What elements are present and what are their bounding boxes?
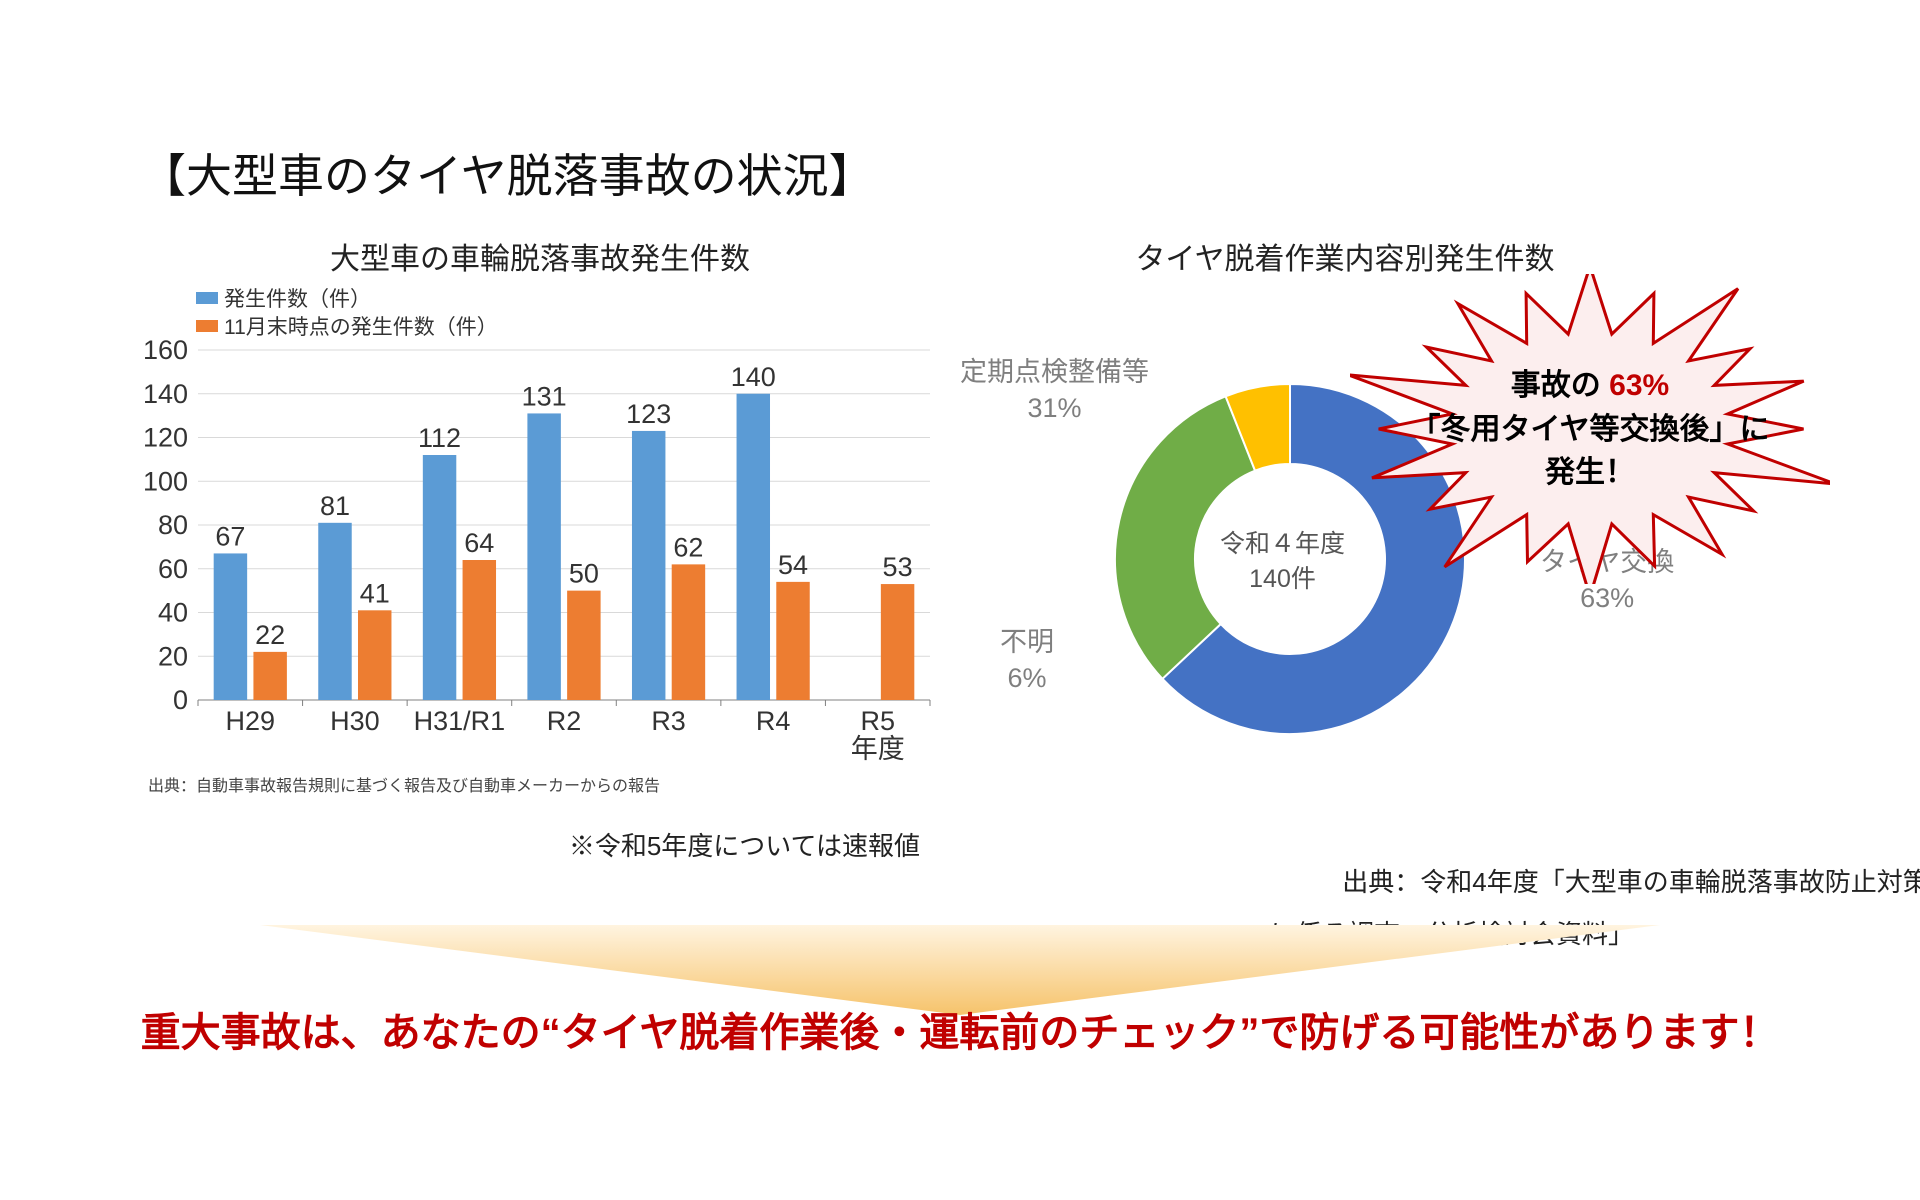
svg-text:R3: R3 [651,706,686,736]
svg-text:80: 80 [158,510,188,540]
legend-item: 11月末時点の発生件数（件） [196,312,940,340]
page-title: 【大型車のタイヤ脱落事故の状況】 [140,140,1780,206]
svg-text:22: 22 [255,620,285,650]
bottom-message: 重大事故は、あなたの“タイヤ脱着作業後・運転前のチェック”で防げる可能性がありま… [110,1000,1810,1058]
svg-text:H29: H29 [226,706,276,736]
svg-text:R4: R4 [756,706,791,736]
donut-center-line1: 令和４年度 [1220,530,1345,558]
svg-text:120: 120 [143,423,188,453]
svg-text:81: 81 [320,491,350,521]
donut-center-label: 令和４年度 140件 [1220,527,1345,597]
svg-text:112: 112 [418,423,461,453]
bar-chart-panel: 大型車の車輪脱落事故発生件数 発生件数（件） 11月末時点の発生件数（件） 0 2… [140,234,940,863]
svg-text:53: 53 [883,552,913,582]
donut-chart: 令和４年度 140件 タイヤ交換63% 定期点検整備等31% 不明6% 事故の … [970,284,1790,784]
svg-text:R2: R2 [547,706,582,736]
legend-item: 発生件数（件） [196,284,940,312]
svg-text:62: 62 [673,532,703,562]
donut-center-line2: 140件 [1249,565,1316,593]
legend-label: 発生件数（件） [224,283,371,313]
donut-slice-label: 不明6% [1000,624,1054,697]
donut-citation-line1: 出典：令和4年度「大型車の車輪脱落事故防止対策 [1342,867,1920,897]
bar-chart-title: 大型車の車輪脱落事故発生件数 [140,234,940,278]
svg-text:140: 140 [143,379,188,409]
svg-text:64: 64 [464,528,494,558]
svg-text:H31/R1: H31/R1 [414,706,506,736]
starburst-callout: 事故の 63% 「冬用タイヤ等交換後」に 発生！ [1350,274,1830,584]
svg-text:50: 50 [569,559,599,589]
svg-text:R5: R5 [860,706,895,736]
svg-text:160: 160 [143,340,188,365]
svg-text:123: 123 [626,399,671,429]
svg-text:41: 41 [360,578,390,608]
starburst-line3: 発生！ [1545,456,1635,489]
donut-slice-label: 定期点検整備等31% [960,354,1149,427]
svg-text:0: 0 [173,685,188,715]
donut-chart-panel: タイヤ脱着作業内容別発生件数 令和４年度 140件 タイヤ交換63% 定期点検整… [970,234,1790,784]
starburst-line1-prefix: 事故の [1511,369,1609,402]
donut-chart-title: タイヤ脱着作業内容別発生件数 [900,234,1790,278]
bar-chart: 0 20 40 60 80 100 120 140 160 H29 67 22 H30 81 41 H31/R… [140,340,940,770]
svg-text:40: 40 [158,598,188,628]
bar-chart-note: ※令和5年度については速報値 [140,826,940,863]
svg-text:67: 67 [215,521,245,551]
svg-text:20: 20 [158,641,188,671]
starburst-percent: 63% [1609,369,1669,402]
svg-text:60: 60 [158,554,188,584]
svg-text:131: 131 [522,381,567,411]
charts-row: 大型車の車輪脱落事故発生件数 発生件数（件） 11月末時点の発生件数（件） 0 2… [140,234,1780,863]
svg-text:H30: H30 [330,706,380,736]
bar-chart-legend: 発生件数（件） 11月末時点の発生件数（件） [196,284,940,340]
svg-text:54: 54 [778,550,808,580]
bar-chart-source: 出典：自動車事故報告規則に基づく報告及び自動車メーカーからの報告 [148,772,940,796]
starburst-text: 事故の 63% 「冬用タイヤ等交換後」に 発生！ [1410,364,1769,495]
svg-text:100: 100 [143,466,188,496]
legend-swatch-icon [196,292,218,304]
svg-text:140: 140 [731,362,776,392]
svg-text:年度: 年度 [851,734,905,764]
legend-label: 11月末時点の発生件数（件） [224,311,498,341]
legend-swatch-icon [196,320,218,332]
starburst-line2: 「冬用タイヤ等交換後」に [1410,412,1769,445]
